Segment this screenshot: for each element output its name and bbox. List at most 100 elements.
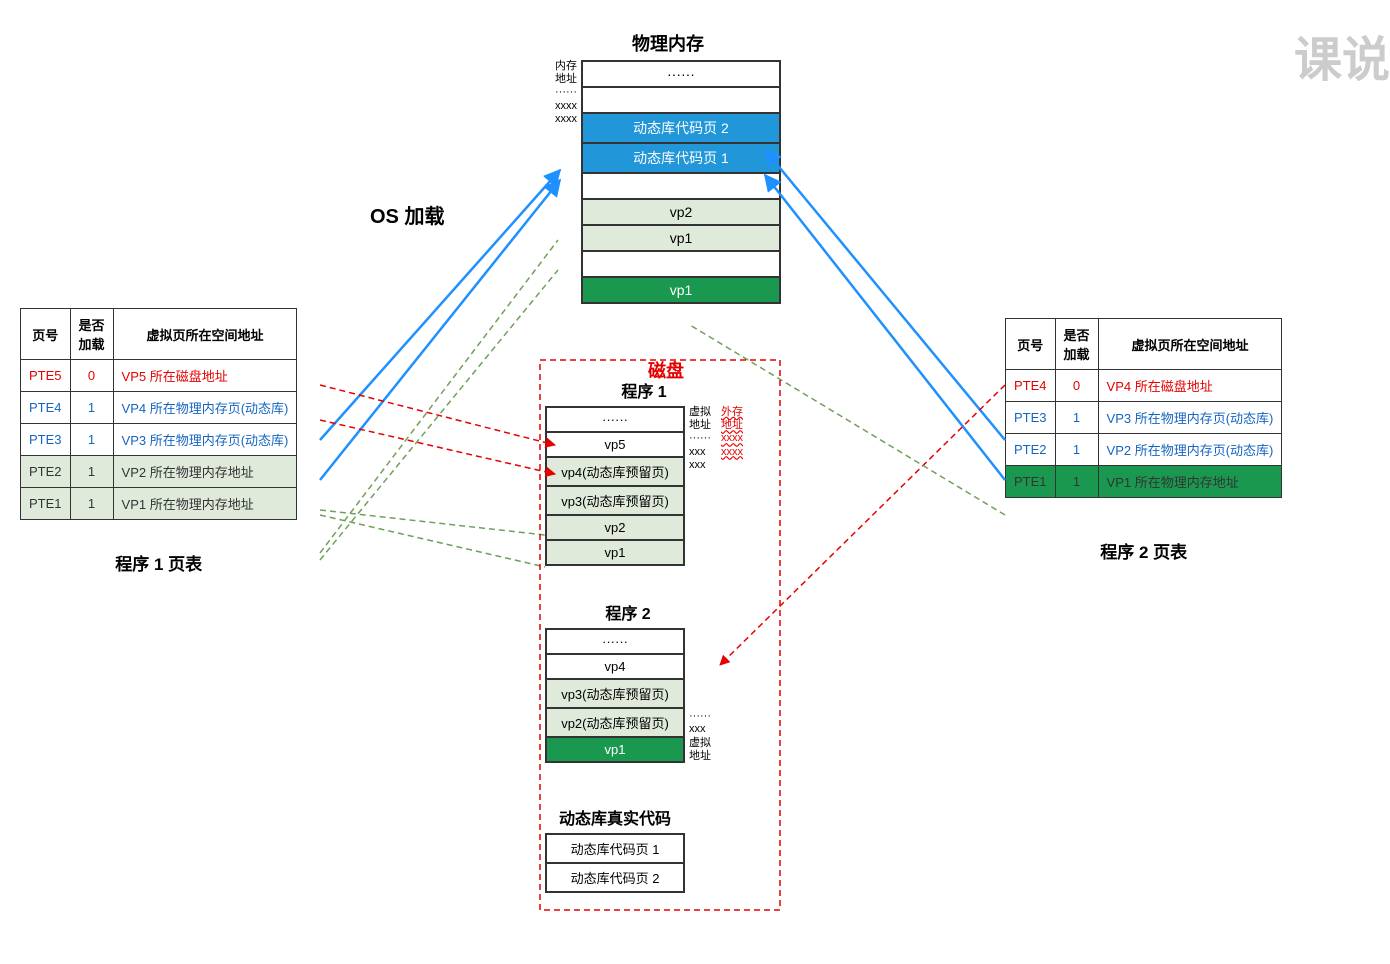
prog1-ext-labels: 外存地址xxxxxxxx [721, 406, 743, 566]
pt-header: 是否加载 [70, 309, 113, 360]
pt-cell: VP3 所在物理内存页(动态库) [1098, 402, 1282, 434]
pt-header: 页号 [1006, 319, 1056, 370]
phys-cell [582, 87, 780, 113]
pt-cell: VP1 所在物理内存地址 [1098, 466, 1282, 498]
pt-cell: 1 [70, 456, 113, 488]
pt-cell: 1 [70, 392, 113, 424]
disk-cell: vp5 [546, 432, 684, 457]
phys-side-labels: 内存地址······xxxxxxxx [555, 60, 577, 304]
pt-cell: 1 [70, 424, 113, 456]
phys-cell: 动态库代码页 1 [582, 143, 780, 173]
prog1-side-label: 虚拟 [689, 406, 711, 419]
phys-side-label: xxxx [555, 113, 577, 126]
phys-cell: 动态库代码页 2 [582, 113, 780, 143]
prog2-title: 程序 2 [545, 600, 711, 624]
prog2-side-label: xxx [689, 723, 711, 736]
disk-cell: ······ [546, 407, 684, 432]
pt-cell: PTE1 [1006, 466, 1056, 498]
table-row: PTE21VP2 所在物理内存地址 [21, 456, 297, 488]
table-row: PTE50VP5 所在磁盘地址 [21, 360, 297, 392]
os-load-label: OS 加载 [370, 200, 444, 229]
disk-cell: vp2 [546, 515, 684, 540]
pt-cell: 1 [1055, 434, 1098, 466]
dynlib-block: 动态库真实代码 动态库代码页 1动态库代码页 2 [545, 805, 685, 893]
pt-cell: VP5 所在磁盘地址 [113, 360, 297, 392]
page-table-2: 页号是否加载虚拟页所在空间地址PTE40VP4 所在磁盘地址PTE31VP3 所… [1005, 318, 1282, 563]
phys-cell: vp1 [582, 225, 780, 251]
prog1-title: 程序 1 [545, 378, 743, 402]
disk-cell: ······ [546, 629, 684, 654]
pt-header: 页号 [21, 309, 71, 360]
table-row: PTE11VP1 所在物理内存地址 [21, 488, 297, 520]
physical-memory-block: 物理内存 内存地址······xxxxxxxx ······ 动态库代码页 2动… [555, 30, 781, 304]
watermark: 课说 [1294, 20, 1390, 90]
pt-cell: PTE2 [1006, 434, 1056, 466]
prog1-side-label: 地址 [689, 419, 711, 432]
disk-cell: vp4(动态库预留页) [546, 457, 684, 486]
pt-cell: PTE1 [21, 488, 71, 520]
dynlib-stack: 动态库代码页 1动态库代码页 2 [545, 833, 685, 893]
phys-cell: vp2 [582, 199, 780, 225]
pt-cell: PTE3 [21, 424, 71, 456]
table-row: PTE31VP3 所在物理内存页(动态库) [21, 424, 297, 456]
table-row: PTE40VP4 所在磁盘地址 [1006, 370, 1282, 402]
prog2-stack: ······vp4vp3(动态库预留页)vp2(动态库预留页)vp1 [545, 628, 685, 763]
disk-cell: vp3(动态库预留页) [546, 486, 684, 515]
pt-cell: VP2 所在物理内存页(动态库) [1098, 434, 1282, 466]
pt2-table: 页号是否加载虚拟页所在空间地址PTE40VP4 所在磁盘地址PTE31VP3 所… [1005, 318, 1282, 498]
table-row: PTE11VP1 所在物理内存地址 [1006, 466, 1282, 498]
pt1-table: 页号是否加载虚拟页所在空间地址PTE50VP5 所在磁盘地址PTE41VP4 所… [20, 308, 297, 520]
phys-side-label: 内存 [555, 60, 577, 73]
prog2-side-label: ······ [689, 710, 711, 723]
prog1-side-label: xxx [689, 459, 711, 472]
pt-cell: VP4 所在物理内存页(动态库) [113, 392, 297, 424]
prog1-stack: ······vp5vp4(动态库预留页)vp3(动态库预留页)vp2vp1 [545, 406, 685, 566]
phys-cell: vp1 [582, 277, 780, 303]
disk-prog2-block: 程序 2 ······vp4vp3(动态库预留页)vp2(动态库预留页)vp1 … [545, 600, 711, 763]
disk-cell: 动态库代码页 1 [546, 834, 684, 863]
pt-cell: 1 [70, 488, 113, 520]
disk-prog1-block: 程序 1 ······vp5vp4(动态库预留页)vp3(动态库预留页)vp2v… [545, 378, 743, 566]
phys-cell: ······ [582, 61, 780, 87]
disk-cell: vp2(动态库预留页) [546, 708, 684, 737]
prog1-ext-label: 外存 [721, 406, 743, 419]
pt1-caption: 程序 1 页表 [20, 550, 297, 575]
pt-cell: 1 [1055, 466, 1098, 498]
pt-cell: VP2 所在物理内存地址 [113, 456, 297, 488]
dynlib-title: 动态库真实代码 [545, 805, 685, 829]
pt-cell: PTE5 [21, 360, 71, 392]
pt-header: 虚拟页所在空间地址 [1098, 319, 1282, 370]
pt-header: 是否加载 [1055, 319, 1098, 370]
prog2-side-label: 地址 [689, 750, 711, 763]
pt-cell: 1 [1055, 402, 1098, 434]
pt-cell: PTE4 [21, 392, 71, 424]
pt-cell: VP4 所在磁盘地址 [1098, 370, 1282, 402]
pt-cell: 0 [70, 360, 113, 392]
prog1-side-label: xxx [689, 446, 711, 459]
disk-cell: vp3(动态库预留页) [546, 679, 684, 708]
table-row: PTE41VP4 所在物理内存页(动态库) [21, 392, 297, 424]
prog1-ext-label: 地址 [721, 419, 743, 432]
prog1-side-labels: 虚拟地址······xxxxxx [689, 406, 711, 566]
pt-cell: PTE2 [21, 456, 71, 488]
phys-side-label: xxxx [555, 100, 577, 113]
table-row: PTE31VP3 所在物理内存页(动态库) [1006, 402, 1282, 434]
physical-memory-title: 物理内存 [555, 30, 781, 56]
page-table-1: 页号是否加载虚拟页所在空间地址PTE50VP5 所在磁盘地址PTE41VP4 所… [20, 308, 297, 575]
phys-cell [582, 173, 780, 199]
pt-header: 虚拟页所在空间地址 [113, 309, 297, 360]
disk-cell: vp1 [546, 540, 684, 565]
prog2-side-labels: ······xxx虚拟地址 [689, 710, 711, 763]
phys-side-label: 地址 [555, 73, 577, 86]
prog1-side-label: ······ [689, 432, 711, 445]
disk-cell: 动态库代码页 2 [546, 863, 684, 892]
disk-cell: vp1 [546, 737, 684, 762]
phys-stack: ······ 动态库代码页 2动态库代码页 1 vp2vp1 vp1 [581, 60, 781, 304]
pt-cell: PTE3 [1006, 402, 1056, 434]
prog2-side-label: 虚拟 [689, 737, 711, 750]
prog1-ext-label: xxxx [721, 446, 743, 459]
prog1-ext-label: xxxx [721, 432, 743, 445]
pt-cell: PTE4 [1006, 370, 1056, 402]
pt-cell: VP1 所在物理内存地址 [113, 488, 297, 520]
pt-cell: 0 [1055, 370, 1098, 402]
